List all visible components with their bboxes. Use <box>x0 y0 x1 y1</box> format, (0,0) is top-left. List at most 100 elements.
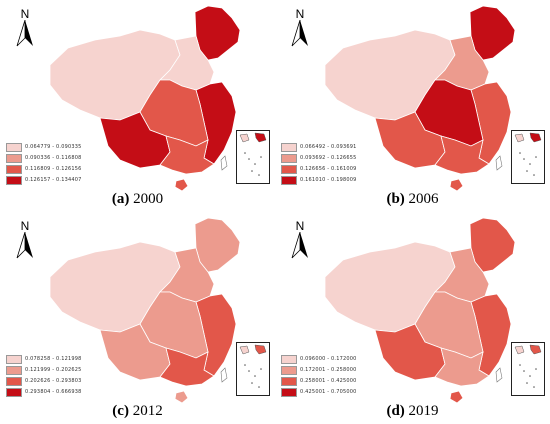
legend-2000: 0.064779 - 0.090335 0.090336 - 0.116808 … <box>6 142 82 186</box>
south-china-sea-inset <box>236 130 270 184</box>
north-arrow: N <box>13 8 37 53</box>
north-arrow: N <box>13 220 37 265</box>
map-panel-2019: N 0.096000 - 0.172000 0.172001 - 0.25800… <box>275 212 550 424</box>
caption-label: (d) <box>386 403 405 419</box>
china-map <box>324 5 516 192</box>
north-label: N <box>20 219 30 233</box>
caption-2000: (a) 2000 <box>0 191 275 207</box>
caption-year: 2012 <box>132 403 163 419</box>
legend-swatch <box>281 153 297 163</box>
choropleth-map-2006 <box>324 5 516 192</box>
legend-range: 0.116809 - 0.126156 <box>25 166 82 172</box>
legend-item: 0.202626 - 0.293803 <box>6 376 82 386</box>
legend-item: 0.161010 - 0.198009 <box>281 175 357 185</box>
legend-item: 0.172001 - 0.258000 <box>281 365 357 375</box>
south-china-sea-inset <box>511 342 545 396</box>
legend-range: 0.096000 - 0.172000 <box>300 356 357 362</box>
legend-swatch <box>6 175 22 185</box>
legend-range: 0.172001 - 0.258000 <box>300 367 357 373</box>
region-taiwan <box>220 367 228 383</box>
choropleth-map-2012 <box>49 217 241 404</box>
south-china-sea-inset <box>236 342 270 396</box>
legend-swatch <box>281 354 297 364</box>
legend-item: 0.116809 - 0.126156 <box>6 164 82 174</box>
region-hainan <box>174 178 189 192</box>
legend-swatch <box>6 365 22 375</box>
north-arrow-icon <box>291 231 308 259</box>
legend-range: 0.078258 - 0.121998 <box>25 356 82 362</box>
inset-map <box>514 132 542 176</box>
north-arrow: N <box>288 8 312 53</box>
legend-range: 0.090336 - 0.116808 <box>25 155 82 161</box>
legend-swatch <box>281 175 297 185</box>
region-hainan <box>449 178 464 192</box>
legend-swatch <box>6 387 22 397</box>
region-south <box>434 135 490 175</box>
north-arrow: N <box>288 220 312 265</box>
legend-range: 0.121999 - 0.202625 <box>25 367 82 373</box>
legend-range: 0.258001 - 0.425000 <box>300 378 357 384</box>
region-taiwan <box>495 155 503 171</box>
north-arrow-icon <box>16 231 33 259</box>
north-label: N <box>295 219 305 233</box>
north-label: N <box>295 7 305 21</box>
legend-swatch <box>6 164 22 174</box>
north-label: N <box>20 7 30 21</box>
legend-range: 0.064779 - 0.090335 <box>25 144 82 150</box>
legend-item: 0.258001 - 0.425000 <box>281 376 357 386</box>
legend-range: 0.126656 - 0.161009 <box>300 166 357 172</box>
caption-year: 2000 <box>133 191 164 207</box>
caption-2012: (c) 2012 <box>0 403 275 419</box>
legend-item: 0.293804 - 0.666938 <box>6 387 82 397</box>
legend-item: 0.425001 - 0.705000 <box>281 387 357 397</box>
legend-swatch <box>281 164 297 174</box>
choropleth-map-2000 <box>49 5 241 192</box>
region-taiwan <box>495 367 503 383</box>
legend-item: 0.090336 - 0.116808 <box>6 153 82 163</box>
inset-map <box>239 132 267 176</box>
legend-swatch <box>281 376 297 386</box>
caption-label: (a) <box>111 191 130 207</box>
legend-swatch <box>6 153 22 163</box>
legend-swatch <box>6 142 22 152</box>
legend-item: 0.078258 - 0.121998 <box>6 354 82 364</box>
legend-item: 0.096000 - 0.172000 <box>281 354 357 364</box>
china-map <box>49 5 241 192</box>
legend-item: 0.126157 - 0.134407 <box>6 175 82 185</box>
map-panel-2012: N 0.078258 - 0.121998 0.121999 - 0.20262… <box>0 212 275 424</box>
china-map <box>324 217 516 404</box>
south-china-sea-inset <box>511 130 545 184</box>
map-panel-2000: N 0.064779 - 0.090335 0.090336 - 0.11680… <box>0 0 275 212</box>
legend-range: 0.425001 - 0.705000 <box>300 389 357 395</box>
legend-swatch <box>6 376 22 386</box>
legend-range: 0.293804 - 0.666938 <box>25 389 82 395</box>
region-hainan <box>449 390 464 404</box>
region-hainan <box>174 390 189 404</box>
inset-map <box>514 344 542 388</box>
caption-label: (c) <box>112 403 129 419</box>
legend-range: 0.202626 - 0.293803 <box>25 378 82 384</box>
legend-swatch <box>6 354 22 364</box>
inset-map <box>239 344 267 388</box>
caption-2006: (b) 2006 <box>275 191 550 207</box>
legend-range: 0.066492 - 0.093691 <box>300 144 357 150</box>
map-panel-2006: N 0.066492 - 0.093691 0.093692 - 0.12665… <box>275 0 550 212</box>
caption-label: (b) <box>386 191 405 207</box>
region-south <box>434 347 490 387</box>
legend-swatch <box>281 387 297 397</box>
legend-range: 0.161010 - 0.198009 <box>300 177 357 183</box>
caption-year: 2019 <box>408 403 439 419</box>
legend-2006: 0.066492 - 0.093691 0.093692 - 0.126655 … <box>281 142 357 186</box>
legend-item: 0.064779 - 0.090335 <box>6 142 82 152</box>
legend-item: 0.126656 - 0.161009 <box>281 164 357 174</box>
region-taiwan <box>220 155 228 171</box>
legend-item: 0.066492 - 0.093691 <box>281 142 357 152</box>
north-arrow-icon <box>16 19 33 47</box>
caption-year: 2006 <box>408 191 439 207</box>
legend-swatch <box>281 365 297 375</box>
legend-item: 0.093692 - 0.126655 <box>281 153 357 163</box>
region-south <box>159 347 215 387</box>
legend-swatch <box>281 142 297 152</box>
legend-range: 0.093692 - 0.126655 <box>300 155 357 161</box>
